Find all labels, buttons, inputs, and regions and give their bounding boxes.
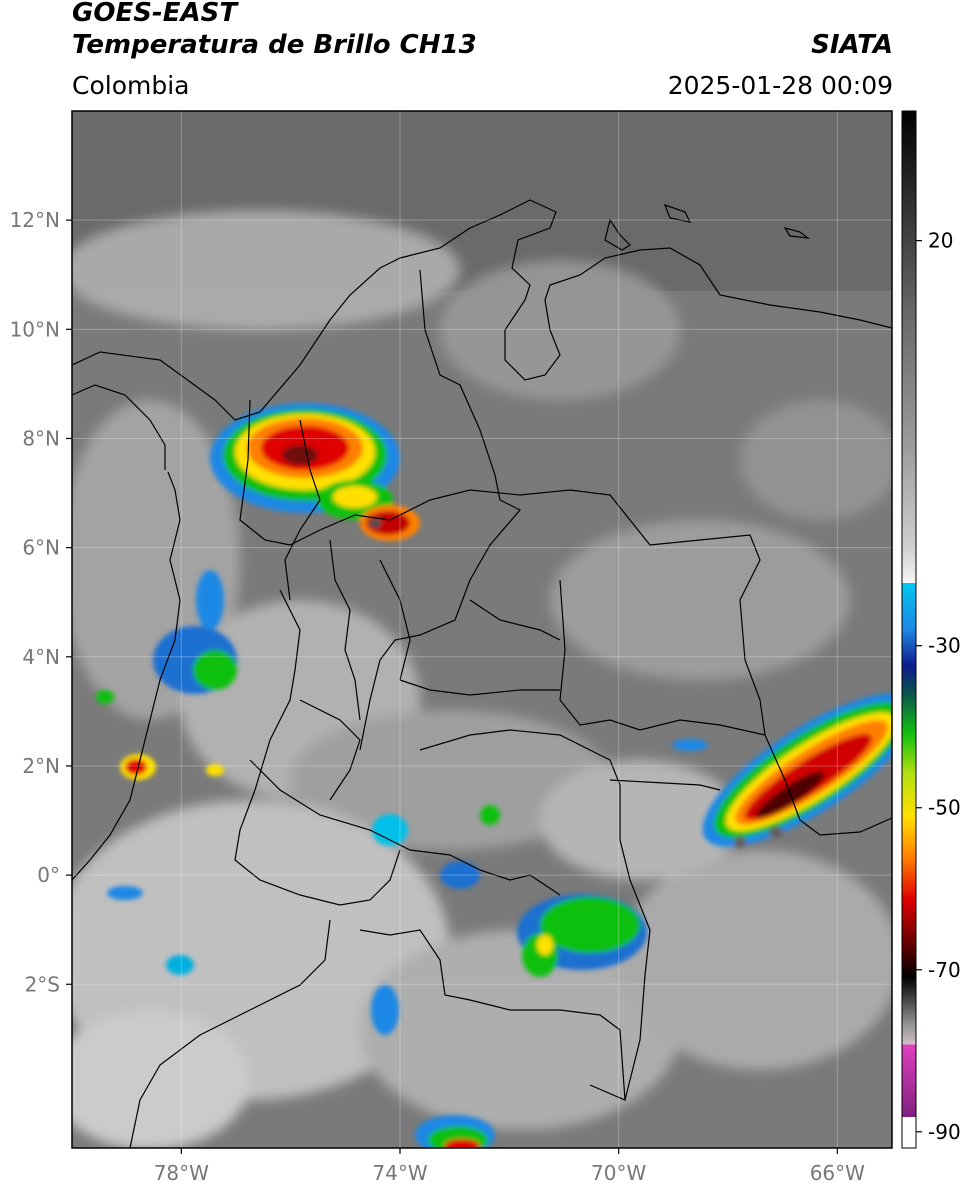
timestamp-label: 2025-01-28 00:09 [667, 71, 893, 100]
lat-tick-label: 2°N [22, 754, 60, 778]
colorbar: 20 -30 -50 -70 -90 [901, 110, 961, 1149]
lon-tick-label: 74°W [372, 1161, 427, 1185]
colorbar-tick-label: -70 [928, 958, 961, 982]
latitude-axis: 12°N 10°N 8°N 6°N 4°N 2°N 0° 2°S [10, 208, 72, 996]
lat-tick-label: 4°N [22, 645, 60, 669]
graticule [72, 111, 892, 1148]
lat-tick-label: 0° [37, 863, 60, 887]
lon-tick-label: 66°W [810, 1161, 865, 1185]
map-frame [71, 110, 893, 1149]
longitude-axis: 78°W 74°W 70°W 66°W [154, 1148, 865, 1185]
colorbar-tick-label: -90 [928, 1120, 961, 1144]
lat-tick-label: 6°N [22, 536, 60, 560]
colorbar-tick-label: -30 [928, 634, 961, 658]
colorbar-tick-label: -50 [928, 796, 961, 820]
organization-label: SIATA [811, 30, 893, 60]
brightness-temperature-field [72, 111, 892, 1148]
colorbar-tick-label: 20 [928, 229, 953, 253]
lat-tick-label: 12°N [10, 208, 60, 232]
lon-tick-label: 78°W [154, 1161, 209, 1185]
colorbar-gradient [901, 110, 917, 1149]
lat-tick-label: 10°N [10, 317, 60, 341]
boundary-lines [72, 199, 892, 1148]
satellite-title: GOES-EAST [72, 0, 238, 28]
region-label: Colombia [72, 71, 190, 100]
lat-tick-label: 2°S [25, 972, 60, 996]
product-title: Temperatura de Brillo CH13 [72, 30, 477, 60]
lon-tick-label: 70°W [591, 1161, 646, 1185]
lat-tick-label: 8°N [22, 426, 60, 450]
